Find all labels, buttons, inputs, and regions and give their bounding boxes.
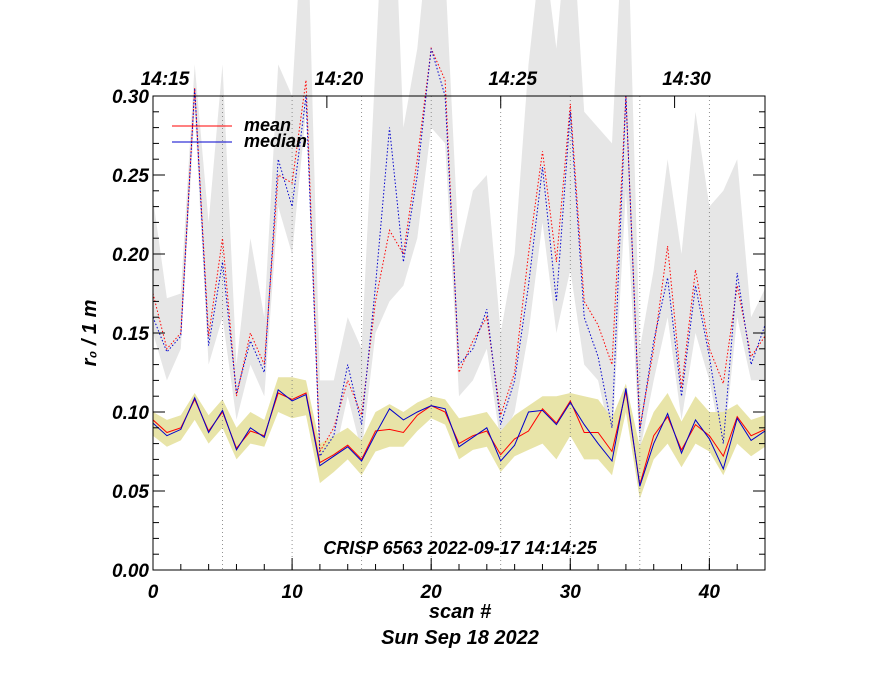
xtick-label: 30 — [560, 582, 582, 603]
series-line-1 — [153, 388, 765, 487]
ytick-label: 0.25 — [112, 166, 149, 187]
top-time-label: 14:20 — [315, 69, 364, 90]
top-time-label: 14:30 — [662, 69, 711, 90]
series-line-3 — [153, 48, 765, 458]
xtick-label: 40 — [698, 582, 721, 603]
ytick-label: 0.10 — [112, 403, 149, 424]
legend-label-mean: mean — [244, 115, 291, 135]
ytick-label: 0.05 — [112, 482, 149, 503]
xtick-label: 0 — [148, 582, 159, 603]
xtick-label: 20 — [420, 582, 443, 603]
x-axis-title: scan # — [429, 601, 492, 623]
ytick-label: 0.30 — [112, 87, 149, 108]
ytick-label: 0.15 — [112, 324, 149, 345]
y-axis-title: r₀ / 1 m — [79, 300, 101, 367]
band-low-r0 — [153, 377, 765, 499]
legend: mean median — [172, 115, 307, 151]
band-high-r0 — [153, 0, 765, 468]
legend-label-median: median — [244, 131, 307, 151]
ytick-label: 0.20 — [112, 245, 149, 266]
top-time-label: 14:15 — [141, 69, 190, 90]
xtick-label: 10 — [282, 582, 304, 603]
top-time-label: 14:25 — [488, 69, 537, 90]
ytick-label: 0.00 — [112, 561, 149, 582]
chart-title: CRISP 6563 2022-09-17 14:14:25 — [323, 538, 598, 558]
date-label: Sun Sep 18 2022 — [381, 627, 539, 649]
series-line-2 — [153, 46, 765, 454]
